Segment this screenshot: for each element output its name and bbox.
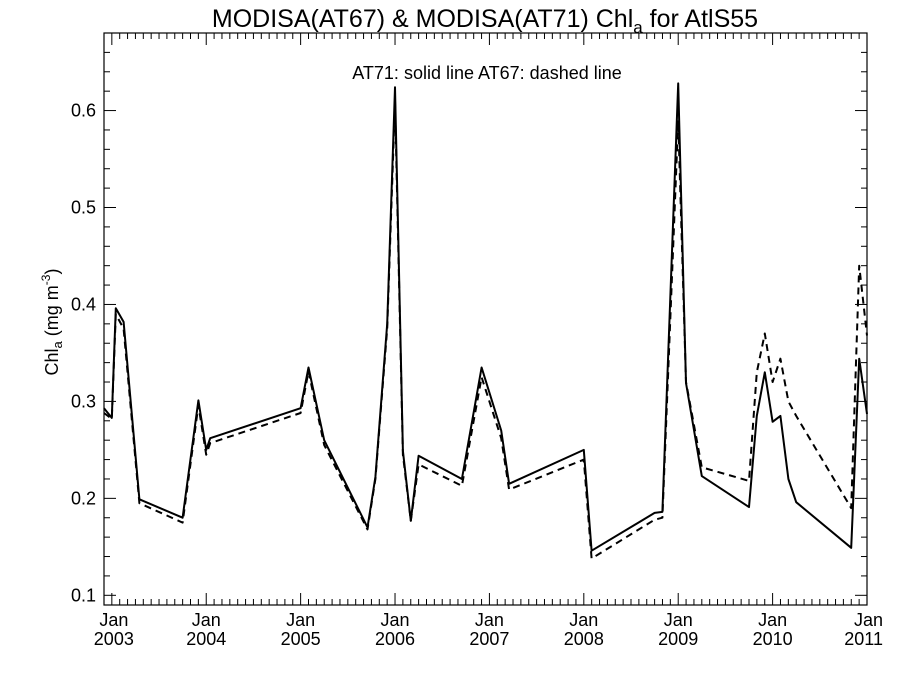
y-axis-label-unit: (mg m: [42, 285, 62, 341]
series-line-at67: [103, 99, 868, 560]
x-tick-year-5: 2008: [564, 629, 604, 649]
y-tick-label-5: 0.6: [71, 101, 96, 121]
x-tick-year-0: 2003: [94, 629, 134, 649]
y-axis-label: Chla (mg m-3): [39, 269, 65, 376]
x-tick-month-2: Jan: [286, 610, 315, 630]
y-axis-label-superscript: -3: [39, 274, 53, 285]
y-tick-label-2: 0.3: [71, 391, 96, 411]
x-tick-month-1: Jan: [192, 610, 221, 630]
x-tick-month-6: Jan: [664, 610, 693, 630]
y-tick-label-0: 0.1: [71, 585, 96, 605]
y-tick-label-3: 0.4: [71, 294, 96, 314]
plot-frame: [103, 32, 868, 606]
y-axis-label-subscript: a: [50, 340, 65, 348]
x-tick-year-6: 2009: [658, 629, 698, 649]
x-tick-month-3: Jan: [381, 610, 410, 630]
series-annotation: AT71: solid line AT67: dashed line: [352, 63, 622, 83]
series-lines: [103, 82, 868, 560]
x-tick-year-1: 2004: [186, 629, 226, 649]
chart-title-suffix: for AtlS55: [643, 5, 758, 33]
x-tick-year-2: 2005: [281, 629, 321, 649]
x-tick-year-8: 2011: [844, 629, 883, 649]
chart-title-subscript: a: [633, 18, 643, 37]
x-tick-year-4: 2007: [469, 629, 509, 649]
y-axis-label-base: Chl: [42, 348, 62, 375]
x-tick-month-0: Jan: [99, 610, 128, 630]
chart-title: MODISA(AT67) & MODISA(AT71) Chla for Atl…: [212, 5, 758, 37]
y-tick-label-1: 0.2: [71, 488, 96, 508]
axis-tick-labels: 0.10.20.30.40.50.6Jan2003Jan2004Jan2005J…: [71, 101, 883, 649]
x-tick-month-8: Jan: [854, 610, 883, 630]
y-axis-label-close: ): [42, 269, 62, 275]
axis-ticks: [104, 33, 868, 605]
series-line-at71: [103, 82, 868, 552]
y-tick-label-4: 0.5: [71, 198, 96, 218]
x-tick-year-3: 2006: [375, 629, 415, 649]
x-tick-month-5: Jan: [569, 610, 598, 630]
x-tick-year-7: 2010: [753, 629, 793, 649]
chart-title-main: MODISA(AT67) & MODISA(AT71) Chl: [212, 5, 633, 33]
x-tick-month-4: Jan: [475, 610, 504, 630]
x-tick-month-7: Jan: [758, 610, 787, 630]
